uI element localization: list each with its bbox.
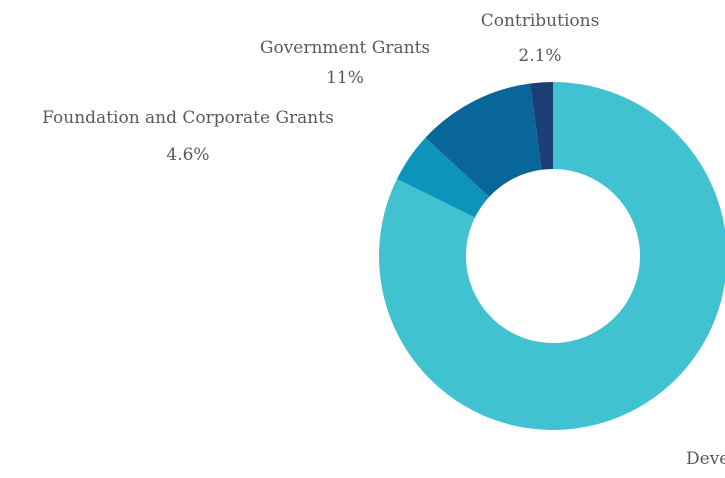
slice-label-foundation-and-corporate-grants: Foundation and Corporate Grants [42,108,334,128]
slice-contributions [530,82,553,170]
slice-value-contributions: 2.1% [518,46,561,66]
slice-deve [379,82,725,430]
slice-label-deve: Deve [686,449,725,469]
slice-foundation-and-corporate-grants [396,137,490,218]
slice-value-government-grants: 11% [326,68,364,88]
slice-value-foundation-and-corporate-grants: 4.6% [166,145,209,165]
slice-government-grants [425,83,542,197]
slices-group [379,82,725,430]
slice-label-contributions: Contributions [481,11,600,31]
slice-label-government-grants: Government Grants [260,38,430,58]
labels-group: Deve Foundation and Corporate Grants 4.6% G… [42,11,725,469]
